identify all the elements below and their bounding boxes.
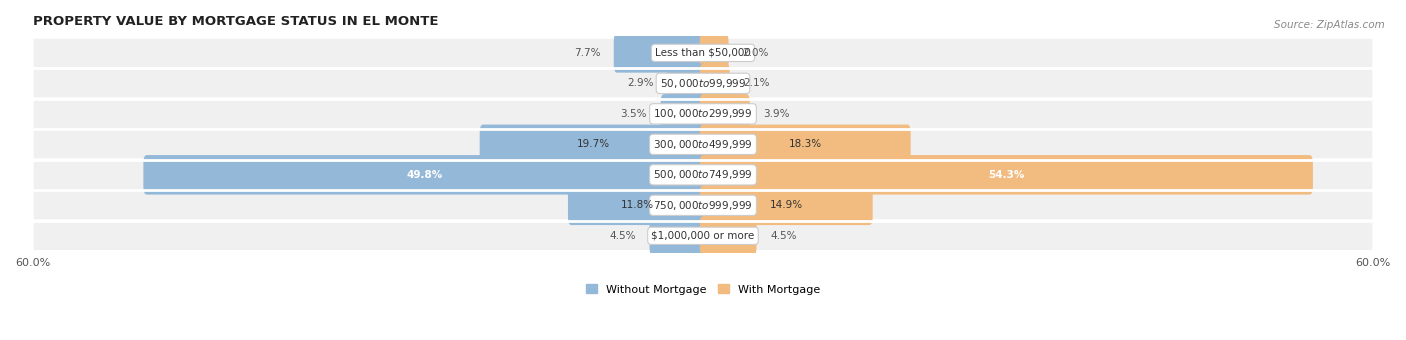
Text: $1,000,000 or more: $1,000,000 or more (651, 231, 755, 241)
Legend: Without Mortgage, With Mortgage: Without Mortgage, With Mortgage (586, 284, 820, 295)
FancyBboxPatch shape (568, 186, 706, 225)
Text: Source: ZipAtlas.com: Source: ZipAtlas.com (1274, 20, 1385, 30)
FancyBboxPatch shape (700, 64, 730, 103)
FancyBboxPatch shape (479, 124, 706, 164)
FancyBboxPatch shape (700, 33, 728, 73)
Text: 54.3%: 54.3% (988, 170, 1025, 180)
Text: 4.5%: 4.5% (770, 231, 797, 241)
FancyBboxPatch shape (700, 94, 749, 134)
FancyBboxPatch shape (614, 33, 706, 73)
Text: PROPERTY VALUE BY MORTGAGE STATUS IN EL MONTE: PROPERTY VALUE BY MORTGAGE STATUS IN EL … (32, 15, 439, 28)
Text: 19.7%: 19.7% (576, 139, 610, 149)
FancyBboxPatch shape (650, 216, 706, 256)
Text: $500,000 to $749,999: $500,000 to $749,999 (654, 168, 752, 181)
FancyBboxPatch shape (32, 221, 1374, 251)
Text: 2.9%: 2.9% (627, 78, 654, 88)
Text: $750,000 to $999,999: $750,000 to $999,999 (654, 199, 752, 212)
FancyBboxPatch shape (32, 159, 1374, 190)
Text: 3.9%: 3.9% (763, 109, 790, 119)
FancyBboxPatch shape (32, 99, 1374, 129)
Text: 18.3%: 18.3% (789, 139, 821, 149)
Text: 49.8%: 49.8% (406, 170, 443, 180)
FancyBboxPatch shape (700, 155, 1313, 194)
Text: 2.1%: 2.1% (744, 78, 769, 88)
FancyBboxPatch shape (32, 129, 1374, 159)
Text: 2.0%: 2.0% (742, 48, 769, 58)
Text: 7.7%: 7.7% (574, 48, 600, 58)
FancyBboxPatch shape (32, 68, 1374, 99)
FancyBboxPatch shape (668, 64, 706, 103)
Text: 3.5%: 3.5% (620, 109, 647, 119)
FancyBboxPatch shape (700, 216, 756, 256)
Text: $300,000 to $499,999: $300,000 to $499,999 (654, 138, 752, 151)
FancyBboxPatch shape (700, 124, 911, 164)
Text: 14.9%: 14.9% (769, 200, 803, 210)
Text: Less than $50,000: Less than $50,000 (655, 48, 751, 58)
Text: 4.5%: 4.5% (609, 231, 636, 241)
FancyBboxPatch shape (661, 94, 706, 134)
Text: $100,000 to $299,999: $100,000 to $299,999 (654, 107, 752, 120)
FancyBboxPatch shape (700, 186, 873, 225)
Text: 11.8%: 11.8% (620, 200, 654, 210)
FancyBboxPatch shape (32, 38, 1374, 68)
Text: $50,000 to $99,999: $50,000 to $99,999 (659, 77, 747, 90)
FancyBboxPatch shape (143, 155, 706, 194)
FancyBboxPatch shape (32, 190, 1374, 221)
